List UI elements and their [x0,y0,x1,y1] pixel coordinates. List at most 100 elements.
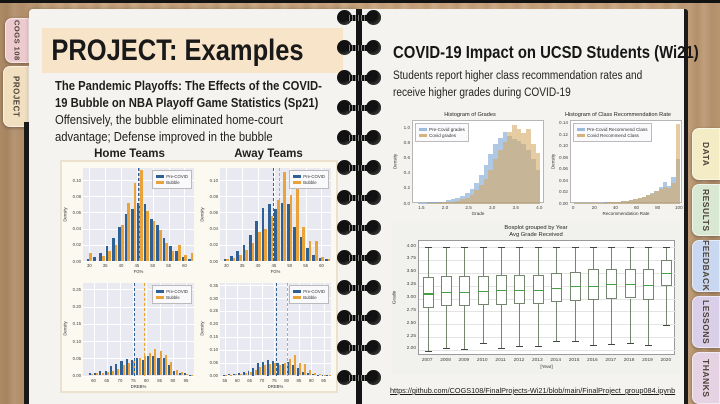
legend-swatch [577,134,585,137]
y-tick-label: 3.75 [406,256,416,262]
histogram-bar [178,372,181,376]
y-tick-label: 0.06 [559,166,568,172]
box [551,272,563,303]
box [642,268,654,300]
whisker [427,247,429,277]
histogram-bar [595,202,600,204]
whisker [479,342,487,344]
x-tick-label: 60 [319,263,324,268]
x-tick-label: 55 [166,263,172,268]
histogram-bar [308,240,312,261]
histogram-bar [289,194,293,261]
whisker [666,247,668,260]
x-tick-label: 40 [612,205,618,210]
histogram-bar [301,372,304,376]
binder-ring [337,310,381,326]
histogram-bar [115,364,118,376]
histogram-bar [108,251,111,261]
whisker [644,344,652,346]
whisker [592,299,594,345]
histogram-bar [667,187,672,204]
histogram-bar [318,257,322,261]
whisker [461,247,469,249]
tab-project[interactable]: PROJECT [3,66,29,127]
gridline [419,259,676,261]
box [661,259,673,286]
top-border [0,0,720,3]
histogram-bar [165,243,168,261]
histogram-bar [270,215,274,261]
histogram-bar [89,252,92,261]
y-axis-label: Density [62,321,68,336]
legend-entry: Pre-COVID [293,174,325,179]
whisker [534,346,542,348]
histogram-bar [242,372,245,376]
whisker [446,247,448,277]
github-notebook-link[interactable]: https://github.com/COGS108/FinalProjects… [390,386,676,395]
gridline [83,341,194,343]
y-tick-label: 0.00 [209,373,218,378]
y-tick-label: 0.10 [559,143,568,149]
tab-thanks[interactable]: THANKS [692,352,720,404]
legend-swatch [293,175,302,178]
histogram-bar [607,202,613,204]
histogram-bar [226,259,229,261]
legend-swatch [419,134,427,137]
gridline [89,168,91,261]
x-axis-label: DREB% [130,383,147,389]
x-tick-label: 75 [271,377,277,383]
gridline [419,311,676,313]
gridline [220,261,331,262]
y-tick-label: 0.06 [72,209,81,215]
whisker [608,247,616,249]
tab-results[interactable]: RESULTS [692,184,720,236]
x-tick-label: 3.0 [488,205,496,210]
histogram-bar [269,363,272,376]
x-tick-label: 60 [91,377,96,383]
tab-feedback[interactable]: FEEDBACK [692,240,720,292]
gridline [220,180,331,182]
tab-data[interactable]: DATA [692,128,720,180]
histogram-bar [264,228,267,261]
histogram-bar [109,365,112,376]
whisker [479,247,487,249]
whisker [424,247,432,249]
gridline [419,285,676,287]
histogram-bar [125,358,128,376]
y-tick-label: 0.00 [72,258,81,264]
legend-entry: Bubble [156,295,188,300]
tab-feedback-label: FEEDBACK [701,240,711,292]
mean-vline [143,282,145,376]
whisker [592,247,594,269]
histogram-bar [150,218,153,261]
legend-label: Bubble [303,294,317,300]
gridline [419,324,676,326]
legend-label: Covid grades [429,133,457,138]
legend-entry: Bubble [293,295,325,300]
box [587,268,599,300]
x-tick-label: 2013 [531,358,543,363]
legend-entry: Pre-COVID [156,289,188,294]
histogram-bar [164,354,168,376]
histogram-bar [455,200,461,204]
tab-lessons[interactable]: LESSONS [692,296,720,348]
median-line [477,290,489,292]
legend-entry: Covid Recommend Class [577,133,648,138]
y-tick-label: 2.00 [406,346,416,352]
histogram-bar [325,259,328,261]
whisker [446,305,448,349]
x-tick-label: 90 [308,377,314,383]
whisker [537,247,539,275]
x-tick-label: 2011 [495,358,506,363]
gridline [321,168,323,261]
histogram-bar [312,254,315,261]
gridline [159,282,161,376]
whisker [553,247,561,249]
histogram-bar [121,225,124,261]
histogram-bar [274,362,277,376]
x-tick-label: 100 [674,205,683,210]
whisker [501,247,503,275]
tab-cogs108[interactable]: COGS 108 [5,18,29,63]
histogram-bar [436,201,442,204]
binder-ring [337,220,381,236]
